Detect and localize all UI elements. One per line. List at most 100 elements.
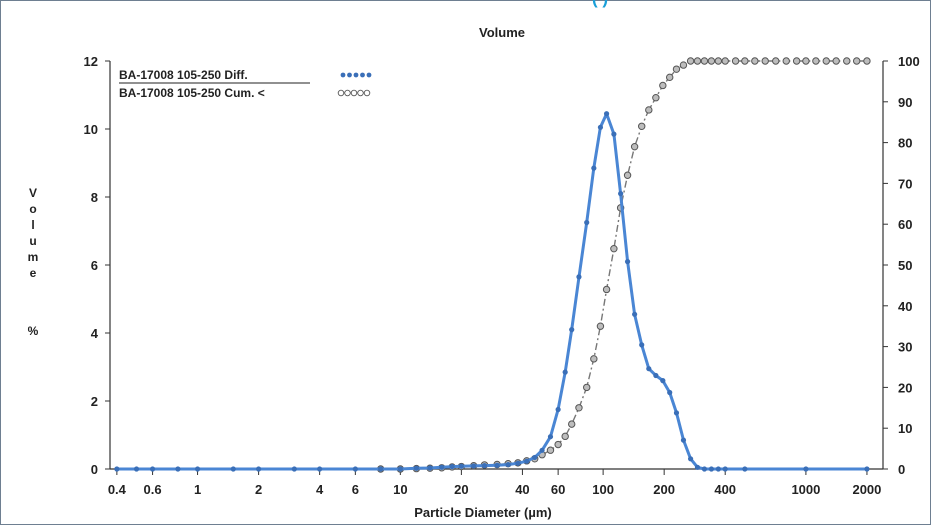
differential-point [864,466,870,472]
differential-point [291,466,297,472]
cumulative-point [761,57,769,65]
differential-point [458,463,464,469]
cumulative-point [792,57,801,65]
cumulative-point [707,57,716,65]
legend-diff-markers [340,72,372,78]
y-tick-label: 10 [84,122,98,137]
differential-point [532,454,538,461]
legend-diff-marker [366,72,372,78]
cumulative-point [679,61,688,69]
x-tick-label: 0.6 [144,482,162,497]
y2-tick-label: 30 [898,340,912,355]
differential-point [352,466,358,472]
cumulative-point [714,57,723,65]
differential-point [653,372,659,379]
differential-point [618,191,624,197]
differential-point [576,274,582,280]
differential-point [667,389,673,396]
differential-point [555,406,561,413]
y2-tick-label: 100 [898,54,920,69]
y-axis-label-part-2: % [28,324,39,338]
legend-cum-marker [350,89,358,97]
differential-point [539,447,545,453]
y2-tick-label: 40 [898,299,912,314]
cumulative-point [590,355,598,363]
cumulative-point [843,57,851,65]
differential-point [694,464,701,470]
differential-point [603,111,610,117]
differential-point [639,342,645,348]
x-tick-label: 400 [714,482,736,497]
x-axis-ticks: 0.4 0.6 1 2 4 6 10 20 40 60 100 200 400 1000 2000 [108,469,881,497]
differential-point [708,466,715,472]
header-fragment: ( ) [592,0,608,8]
differential-point [547,434,554,440]
differential-point [660,378,666,384]
cumulative-point [832,57,840,65]
cumulative-point [693,57,702,65]
x-tick-label: 60 [551,482,565,497]
cumulative-point [863,57,871,65]
cumulative-point [700,57,709,65]
x-tick-label: 1 [194,482,201,497]
y-tick-label: 4 [91,326,99,341]
y2-tick-label: 10 [898,421,912,436]
cumulative-point [772,57,780,65]
differential-point [562,369,568,375]
cumulative-point [575,404,583,412]
differential-point [413,465,419,471]
differential-point [317,466,323,472]
differential-point [397,466,403,472]
differential-point [494,462,500,468]
legend-label-cum: BA-17008 105-250 Cum. < [119,86,265,100]
legend-cum-marker [357,89,364,97]
x-tick-label: 2000 [852,482,881,497]
y-tick-label: 12 [84,54,98,69]
cumulative-point [812,57,820,65]
differential-point [701,466,708,472]
differential-point [584,219,590,226]
differential-point [624,259,631,265]
differential-point [646,366,652,372]
differential-point [230,466,236,472]
differential-point [439,464,445,470]
legend-cum-markers [337,89,371,97]
differential-point [471,463,477,469]
y2-tick-label: 70 [898,176,912,191]
y2-tick-label: 80 [898,136,912,151]
y2-tick-label: 50 [898,258,912,273]
differential-point [803,466,809,472]
differential-point [591,165,597,171]
differential-point [378,466,384,472]
differential-point [687,456,694,462]
y2-tick-label: 90 [898,95,912,110]
cumulative-point [721,57,729,65]
legend-diff-marker [353,72,359,78]
cumulative-point [638,122,646,130]
differential-point [742,466,748,472]
legend: BA-17008 105-250 Diff. BA-17008 105-250 … [119,68,372,100]
legend-label-diff: BA-17008 105-250 Diff. [119,68,248,82]
y-tick-label: 0 [91,462,98,477]
y2-axis-ticks: 0 10 20 30 40 50 60 70 80 90 100 [883,54,920,477]
differential-point [632,311,638,317]
differential-point [680,437,687,443]
differential-point [149,466,156,472]
differential-line [116,112,867,471]
differential-point [481,463,488,469]
x-tick-label: 1000 [791,482,820,497]
differential-point [505,461,511,468]
chart-title: Volume [479,25,525,40]
x-tick-label: 4 [316,482,324,497]
cumulative-point [568,420,576,428]
y2-tick-label: 60 [898,217,912,232]
differential-point [597,124,604,130]
legend-diff-marker [360,72,365,78]
cumulative-point [802,57,810,65]
y-tick-label: 2 [91,394,98,409]
cumulative-point [596,322,605,330]
x-tick-label: 2 [255,482,262,497]
cumulative-point [546,446,555,454]
